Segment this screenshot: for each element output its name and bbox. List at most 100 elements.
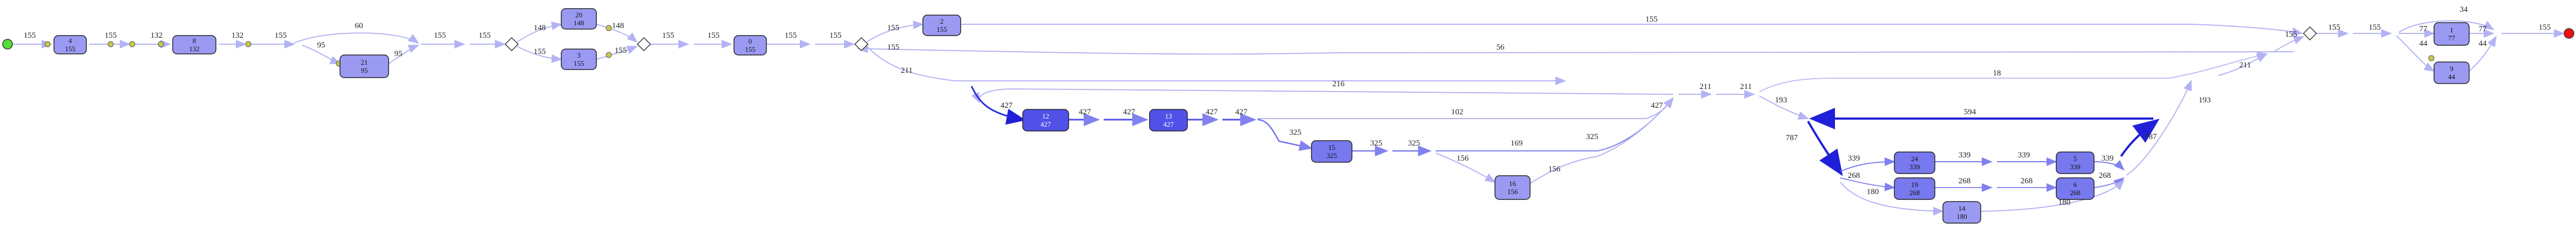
gateway-diamond[interactable] [636, 37, 651, 52]
activity-node-label: 5 [2074, 155, 2077, 163]
edge [388, 45, 419, 64]
edge-frequency-label: 169 [1511, 139, 1523, 148]
edge [1807, 121, 1843, 176]
edge-frequency-label: 132 [151, 31, 163, 40]
connector-dot [245, 41, 252, 47]
activity-node-box[interactable] [561, 8, 597, 30]
edge-frequency-label: 132 [232, 31, 244, 40]
connector-dot [606, 52, 612, 58]
activity-node-box[interactable] [1311, 140, 1352, 163]
edge [2120, 119, 2160, 157]
activity-node-box[interactable] [53, 35, 87, 54]
activity-node-box[interactable] [922, 15, 961, 36]
activity-node-label: 20 [575, 11, 582, 19]
edge-frequency-label: 155 [105, 31, 117, 40]
activity-node-count: 339 [2070, 163, 2081, 171]
edge-frequency-label: 155 [1646, 15, 1658, 24]
edge-frequency-label: 339 [1959, 151, 1971, 160]
edge-frequency-label: 155 [2328, 23, 2341, 32]
activity-node-label: 4 [69, 37, 72, 45]
end-event[interactable] [2564, 28, 2574, 39]
edge-frequency-label: 155 [24, 31, 36, 40]
edge [1530, 97, 1674, 184]
activity-node-count: 325 [1327, 151, 1337, 160]
edge-frequency-label: 155 [662, 31, 675, 40]
activity-node-label: 1 [2450, 26, 2453, 34]
activity-node-box[interactable] [1894, 151, 1935, 174]
edge [1840, 182, 1944, 216]
edge-frequency-label: 156 [1548, 165, 1561, 174]
gateway-diamond[interactable] [504, 37, 519, 52]
edge [1759, 95, 1809, 120]
edge [866, 46, 1566, 85]
edge-frequency-label: 787 [2145, 133, 2157, 141]
activity-node-count: 180 [1956, 212, 1967, 220]
activity-node-box[interactable] [339, 54, 389, 78]
edge [1840, 177, 1895, 191]
activity-node-box[interactable] [1894, 177, 1935, 200]
activity-node-box[interactable] [1022, 109, 1069, 132]
activity-node-box[interactable] [733, 35, 767, 56]
activity-node-1[interactable]: 177 [2434, 22, 2470, 46]
activity-node-label: 2 [940, 17, 944, 25]
edge-frequency-label: 211 [1700, 82, 1711, 91]
activity-node-box[interactable] [1494, 175, 1531, 200]
activity-node-count: 427 [1163, 120, 1174, 128]
edge [1759, 51, 2268, 92]
edge-frequency-label: 155 [708, 31, 720, 40]
edge-frequency-label: 148 [534, 24, 546, 32]
activity-node-box[interactable] [2056, 151, 2095, 174]
connector-dots [44, 25, 2435, 67]
gateway-diamond[interactable] [854, 37, 869, 52]
activity-node-count: 155 [65, 45, 76, 53]
edge [1257, 119, 1313, 151]
edge-frequency-label: 211 [2239, 61, 2251, 70]
activity-node-9[interactable]: 944 [2434, 61, 2470, 84]
connector-dot [158, 41, 164, 47]
edge-frequency-label: 339 [2102, 154, 2114, 163]
edge-frequency-label: 427 [1123, 108, 1136, 116]
activity-node-box[interactable] [561, 49, 597, 70]
activity-node-box[interactable] [2434, 61, 2470, 84]
edge-frequency-label: 155 [275, 31, 287, 40]
edge-frequency-label: 44 [2479, 39, 2487, 48]
edge [2396, 35, 2435, 72]
edge-frequency-label: 155 [534, 47, 546, 56]
start-event[interactable] [2, 39, 13, 50]
activity-node-box[interactable] [1149, 109, 1188, 132]
activity-node-count: 155 [574, 59, 584, 67]
activity-node-count: 77 [2448, 34, 2456, 42]
activity-node-label: 24 [1911, 155, 1919, 163]
gateway-diamond[interactable] [2302, 26, 2317, 41]
edge-frequency-label: 155 [2539, 23, 2551, 32]
activity-node-count: 268 [1909, 189, 1920, 197]
activity-node-label: 16 [1509, 179, 1517, 188]
edge-frequency-label: 18 [1993, 69, 2001, 78]
edge-frequency-label: 427 [1001, 101, 1013, 110]
edge-frequency-label: 325 [1408, 139, 1420, 148]
activity-node-box[interactable] [172, 35, 216, 54]
activity-node-box[interactable] [2056, 177, 2095, 200]
edge-frequency-label: 155 [615, 46, 627, 55]
activity-node-box[interactable] [2434, 22, 2470, 46]
edge-frequency-label: 427 [1206, 108, 1218, 116]
activity-node-box[interactable] [1942, 201, 1981, 224]
activity-node-label: 15 [1328, 143, 1335, 151]
edge [2469, 36, 2497, 72]
